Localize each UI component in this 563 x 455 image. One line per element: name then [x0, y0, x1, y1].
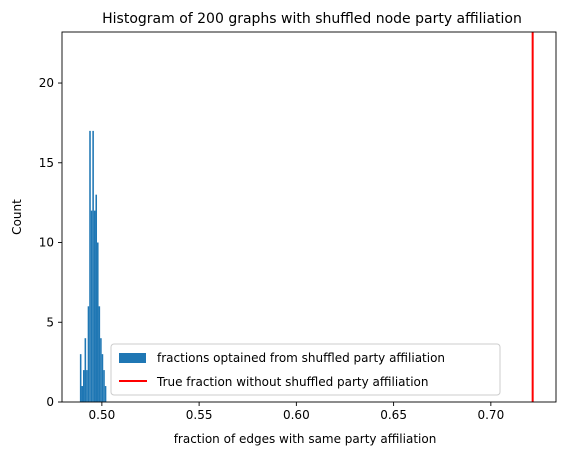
chart-title: Histogram of 200 graphs with shuffled no…: [102, 11, 522, 27]
y-axis-ticks: 0 5 10 15 20: [39, 76, 62, 409]
histogram-bar: [79, 354, 82, 402]
x-axis-ticks: 0.50 0.55 0.60 0.65 0.70: [89, 402, 504, 422]
histogram-bar: [104, 386, 107, 402]
x-tick-label: 0.50: [89, 408, 116, 422]
histogram-bar: [98, 306, 101, 402]
x-tick-label: 0.65: [380, 408, 407, 422]
legend-label-true: True fraction without shuffled party aff…: [156, 375, 429, 389]
y-tick-label: 5: [46, 315, 54, 329]
x-tick-label: 0.70: [477, 408, 504, 422]
y-tick-label: 20: [39, 76, 54, 90]
histogram-bar: [92, 130, 94, 402]
histogram-bar: [101, 354, 104, 402]
histogram-bar: [81, 386, 84, 402]
legend-label-shuffled: fractions optained from shuffled party a…: [157, 351, 445, 365]
plot-frame: [61, 31, 557, 403]
histogram-bar: [103, 370, 105, 402]
y-tick-label: 15: [39, 156, 54, 170]
plot-area: [62, 32, 556, 402]
y-tick-label: 0: [46, 395, 54, 409]
legend: fractions optained from shuffled party a…: [110, 343, 501, 396]
x-axis-label: fraction of edges with same party affili…: [174, 432, 437, 446]
histogram-bar: [89, 130, 91, 402]
legend-patch-shuffled: [119, 353, 146, 363]
y-axis-label: Count: [10, 199, 24, 235]
legend-box: [110, 343, 501, 396]
y-tick-label: 10: [39, 236, 54, 250]
histogram-bar: [84, 338, 87, 402]
histogram-bar: [95, 194, 98, 402]
histogram-bar: [100, 338, 102, 402]
histogram-bar: [97, 242, 99, 402]
x-tick-label: 0.60: [283, 408, 310, 422]
histogram-bar: [93, 210, 96, 402]
histogram-bars: [79, 130, 107, 402]
histogram-bar: [90, 210, 93, 402]
histogram-bar: [87, 306, 90, 402]
x-tick-label: 0.55: [186, 408, 213, 422]
histogram-bar: [83, 370, 85, 402]
histogram-bar: [86, 370, 88, 402]
